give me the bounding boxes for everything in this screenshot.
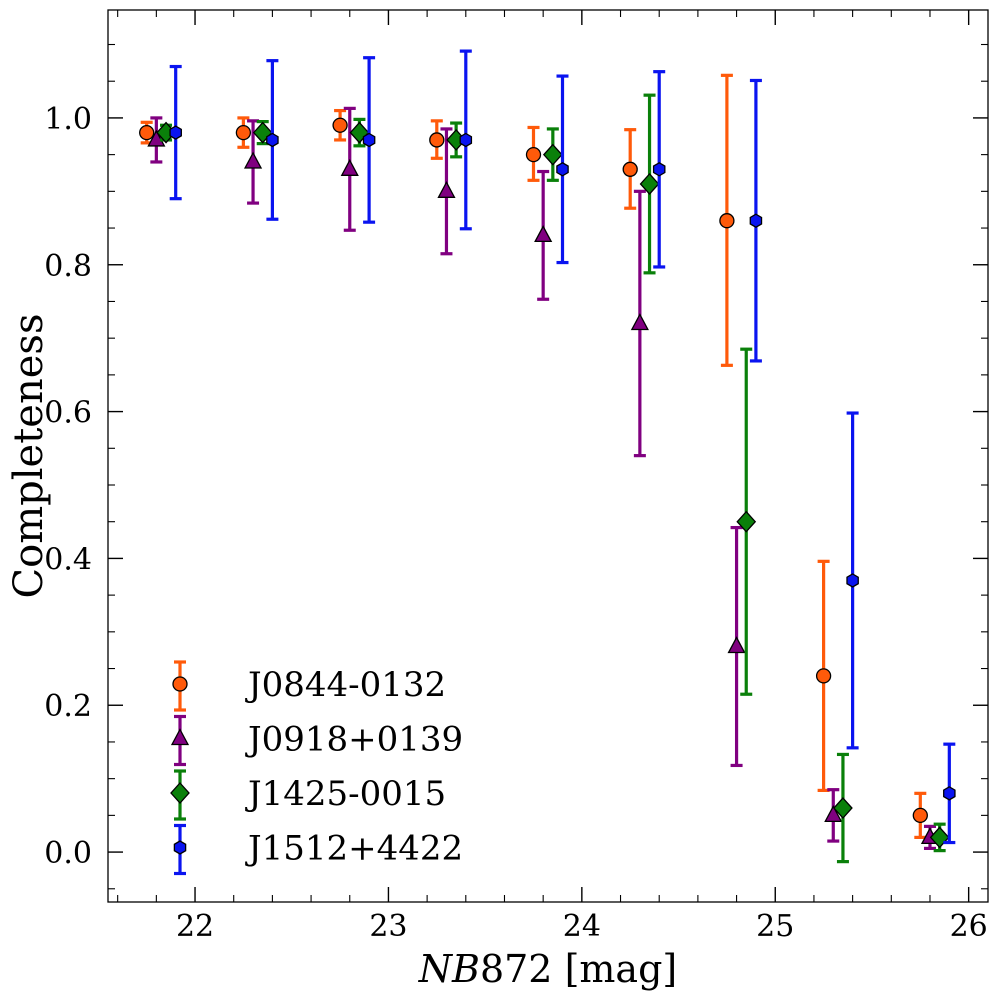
series-J1512+4422 <box>169 49 956 845</box>
y-axis-label: Completeness <box>6 314 52 599</box>
data-point <box>266 132 279 148</box>
data-point <box>736 510 757 533</box>
x-tick-label: 26 <box>950 909 988 944</box>
data-point <box>429 132 445 148</box>
legend-entry: J0844-0132 <box>172 660 446 712</box>
data-point <box>437 180 456 198</box>
y-tick-label: 1.0 <box>44 102 92 137</box>
data-point <box>525 146 542 163</box>
data-point <box>534 225 553 243</box>
axis-ticks <box>108 10 988 902</box>
data-point <box>943 786 956 801</box>
data-point <box>622 161 638 177</box>
data-point <box>630 313 649 331</box>
data-point <box>727 636 746 654</box>
legend-marker <box>170 782 190 804</box>
data-point <box>556 162 569 177</box>
data-point <box>139 124 155 141</box>
tick-labels: 22 23 24 25 26 0.0 0.2 0.4 0.6 0.8 1.0 <box>44 102 987 944</box>
x-axis-label-rest: 872 [mag] <box>480 947 677 991</box>
data-point <box>243 151 263 169</box>
data-point <box>749 213 763 228</box>
data-point <box>652 162 666 177</box>
legend-marker <box>172 676 188 692</box>
data-point <box>542 143 563 166</box>
data-point <box>340 158 359 176</box>
x-tick-label: 23 <box>369 909 407 944</box>
legend-marker <box>170 728 190 746</box>
series-J0918+0139 <box>147 106 940 851</box>
data-series <box>139 49 956 864</box>
y-tick-label: 0.8 <box>44 249 92 284</box>
data-point <box>824 804 843 823</box>
y-tick-label: 0.6 <box>44 396 92 431</box>
plot-frame <box>107 9 989 903</box>
legend-label: J0918+0139 <box>245 720 463 760</box>
data-point <box>332 117 348 133</box>
data-point <box>362 132 376 148</box>
y-tick-label: 0.4 <box>44 542 92 577</box>
x-tick-label: 25 <box>756 909 794 944</box>
y-tick-label: 0.0 <box>44 836 92 871</box>
legend-entry: J1425-0015 <box>170 769 446 821</box>
x-tick-label: 24 <box>563 909 601 944</box>
legend-label: J1425-0015 <box>245 774 446 814</box>
data-point <box>833 797 853 819</box>
series-J0844-0132 <box>139 73 928 839</box>
data-point <box>719 213 735 229</box>
legend-label: J1512+4422 <box>245 829 463 869</box>
legend-entry: J0918+0139 <box>170 714 463 767</box>
data-point <box>639 173 660 195</box>
data-point <box>459 132 473 148</box>
legend-marker <box>173 840 187 855</box>
x-axis-label-italic: NB <box>418 947 480 991</box>
legend: J0844-0132 J0918+0139 J1425-0015 J1512+4422 <box>170 660 463 876</box>
data-point <box>815 668 832 684</box>
x-axis-label: NB872 [mag] <box>418 947 677 991</box>
legend-entry: J1512+4422 <box>173 823 463 876</box>
y-tick-label: 0.2 <box>44 689 92 724</box>
data-point <box>169 125 182 140</box>
data-point <box>912 807 928 824</box>
x-tick-label: 22 <box>176 909 214 944</box>
legend-label: J0844-0132 <box>245 665 446 705</box>
data-point <box>846 573 859 588</box>
data-point <box>235 124 252 141</box>
